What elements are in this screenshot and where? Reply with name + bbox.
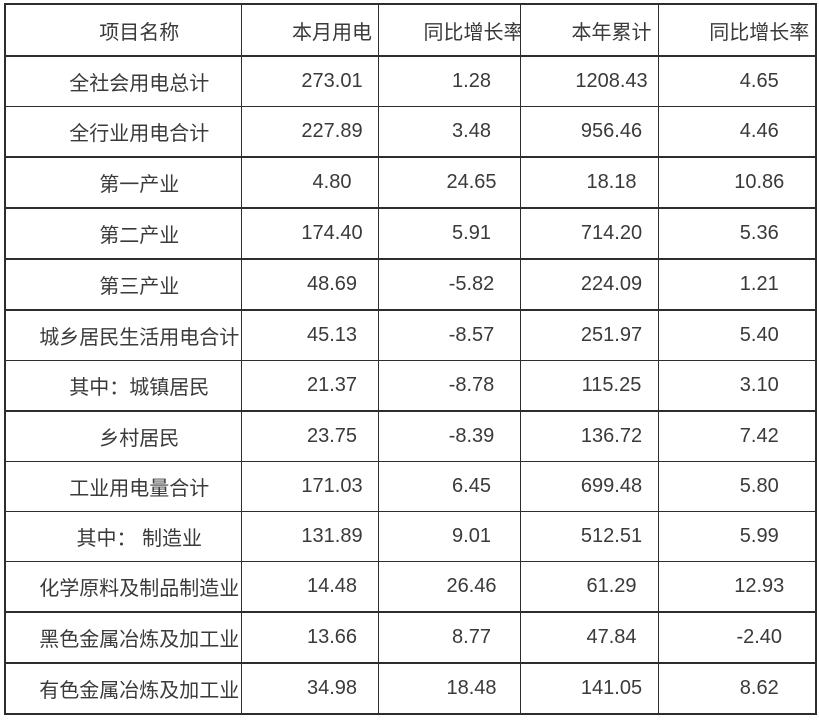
month-yoy-cell: 8.77 [377, 611, 521, 664]
table-row: 第三产业 48.69 -5.82 224.09 1.21 [4, 258, 817, 311]
table-row: 其中： 制造业 131.89 9.01 512.51 5.99 [4, 511, 817, 562]
ytd-yoy-cell: 3.10 [657, 360, 817, 412]
row-label-cell: 其中：城镇居民 [4, 360, 242, 412]
month-usage-cell: 131.89 [240, 511, 379, 562]
row-label-cell: 全社会用电总计 [4, 55, 242, 107]
table-row: 全行业用电合计 227.89 3.48 956.46 4.46 [4, 106, 817, 158]
row-label-cell: 全行业用电合计 [4, 106, 242, 158]
month-usage-cell: 21.37 [240, 360, 379, 412]
row-label-cell: 工业用电量合计 [4, 461, 242, 512]
month-yoy-cell: 18.48 [377, 662, 521, 715]
month-usage-cell: 45.13 [240, 309, 379, 361]
col-header-ytd-yoy: 同比增长率 [657, 3, 817, 57]
row-label-cell: 其中： 制造业 [4, 511, 242, 562]
month-usage-cell: 48.69 [240, 258, 379, 311]
col-header-ytd-total: 本年累计 [519, 3, 659, 57]
col-header-item-name: 项目名称 [4, 3, 242, 57]
month-yoy-cell: 6.45 [377, 461, 521, 512]
table-row: 第一产业 4.80 24.65 18.18 10.86 [4, 156, 817, 209]
table-row: 全社会用电总计 273.01 1.28 1208.43 4.65 [4, 55, 817, 107]
row-label-cell: 第二产业 [4, 207, 242, 260]
ytd-total-cell: 956.46 [519, 106, 659, 158]
month-yoy-cell: -8.39 [377, 410, 521, 462]
electricity-consumption-table: 项目名称 本月用电 同比增长率 本年累计 同比增长率 全社会用电总计 273.0… [4, 3, 817, 715]
ytd-yoy-cell: 5.99 [657, 511, 817, 562]
row-label-cell: 化学原料及制品制造业 [4, 561, 242, 613]
month-usage-cell: 14.48 [240, 561, 379, 613]
ytd-yoy-cell: 12.93 [657, 561, 817, 613]
ytd-yoy-cell: 7.42 [657, 410, 817, 462]
header-row: 项目名称 本月用电 同比增长率 本年累计 同比增长率 [4, 3, 817, 57]
month-usage-cell: 34.98 [240, 662, 379, 715]
ytd-total-cell: 18.18 [519, 156, 659, 209]
month-usage-cell: 174.40 [240, 207, 379, 260]
table-row: 黑色金属冶炼及加工业 13.66 8.77 47.84 -2.40 [4, 611, 817, 664]
month-yoy-cell: 1.28 [377, 55, 521, 107]
month-yoy-cell: 9.01 [377, 511, 521, 562]
row-label-cell: 第一产业 [4, 156, 242, 209]
col-header-month-usage: 本月用电 [240, 3, 379, 57]
table-row: 第二产业 174.40 5.91 714.20 5.36 [4, 207, 817, 260]
month-yoy-cell: 5.91 [377, 207, 521, 260]
month-usage-cell: 171.03 [240, 461, 379, 512]
ytd-total-cell: 1208.43 [519, 55, 659, 107]
month-usage-cell: 273.01 [240, 55, 379, 107]
month-usage-cell: 23.75 [240, 410, 379, 462]
row-label-cell: 乡村居民 [4, 410, 242, 462]
ytd-total-cell: 47.84 [519, 611, 659, 664]
ytd-yoy-cell: 4.46 [657, 106, 817, 158]
ytd-total-cell: 714.20 [519, 207, 659, 260]
ytd-yoy-cell: -2.40 [657, 611, 817, 664]
table-row: 其中：城镇居民 21.37 -8.78 115.25 3.10 [4, 360, 817, 412]
month-yoy-cell: 24.65 [377, 156, 521, 209]
month-yoy-cell: 26.46 [377, 561, 521, 613]
ytd-yoy-cell: 8.62 [657, 662, 817, 715]
row-label-cell: 城乡居民生活用电合计 [4, 309, 242, 361]
ytd-yoy-cell: 1.21 [657, 258, 817, 311]
ytd-yoy-cell: 5.40 [657, 309, 817, 361]
ytd-yoy-cell: 5.36 [657, 207, 817, 260]
row-label-cell: 黑色金属冶炼及加工业 [4, 611, 242, 664]
month-usage-cell: 227.89 [240, 106, 379, 158]
col-header-month-yoy: 同比增长率 [377, 3, 521, 57]
table-row: 城乡居民生活用电合计 45.13 -8.57 251.97 5.40 [4, 309, 817, 361]
month-yoy-cell: 3.48 [377, 106, 521, 158]
ytd-total-cell: 141.05 [519, 662, 659, 715]
ytd-total-cell: 61.29 [519, 561, 659, 613]
ytd-total-cell: 251.97 [519, 309, 659, 361]
ytd-total-cell: 136.72 [519, 410, 659, 462]
ytd-total-cell: 512.51 [519, 511, 659, 562]
table-row: 化学原料及制品制造业 14.48 26.46 61.29 12.93 [4, 561, 817, 613]
month-yoy-cell: -8.57 [377, 309, 521, 361]
table-row: 乡村居民 23.75 -8.39 136.72 7.42 [4, 410, 817, 462]
month-yoy-cell: -5.82 [377, 258, 521, 311]
row-label-cell: 有色金属冶炼及加工业 [4, 662, 242, 715]
month-usage-cell: 4.80 [240, 156, 379, 209]
ytd-yoy-cell: 5.80 [657, 461, 817, 512]
table-row: 有色金属冶炼及加工业 34.98 18.48 141.05 8.62 [4, 662, 817, 715]
month-yoy-cell: -8.78 [377, 360, 521, 412]
row-label-cell: 第三产业 [4, 258, 242, 311]
ytd-total-cell: 224.09 [519, 258, 659, 311]
ytd-yoy-cell: 10.86 [657, 156, 817, 209]
table-row: 工业用电量合计 171.03 6.45 699.48 5.80 [4, 461, 817, 512]
ytd-total-cell: 115.25 [519, 360, 659, 412]
month-usage-cell: 13.66 [240, 611, 379, 664]
ytd-total-cell: 699.48 [519, 461, 659, 512]
ytd-yoy-cell: 4.65 [657, 55, 817, 107]
